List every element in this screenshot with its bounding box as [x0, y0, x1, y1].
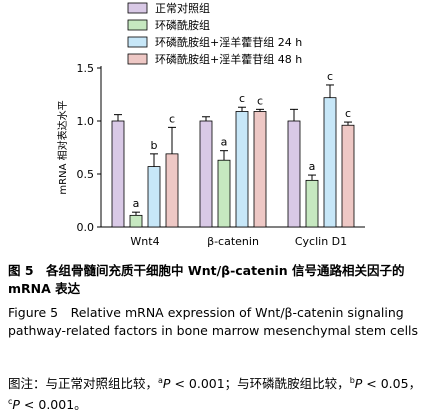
- note-b-p: P: [354, 376, 363, 392]
- significance-label-2-series-4: c: [257, 94, 263, 107]
- x-tick-label-3: Cyclin D1: [295, 235, 347, 248]
- significance-label-2-series-3: c: [239, 92, 245, 105]
- note-a-sup: a: [158, 376, 163, 385]
- significance-label-1-series-4: c: [169, 112, 175, 125]
- y-tick-label-2: 0.5: [77, 168, 95, 181]
- figure-caption-english: Figure 5 Relative mRNA expression of Wnt…: [8, 305, 419, 338]
- significance-label-1-series-2: a: [133, 197, 140, 210]
- note-c-p: P: [12, 397, 20, 413]
- bar-1-series-1: [111, 120, 125, 228]
- bar-3-series-2: [305, 179, 319, 228]
- y-tick-label-1: 0.0: [77, 221, 95, 234]
- legend-label-4: 环磷酰胺组+淫羊藿苷组 48 h: [155, 52, 302, 66]
- note-a-p: P: [162, 376, 171, 392]
- bar-2-series-4: [253, 111, 267, 228]
- bar-2-series-1: [199, 120, 213, 228]
- bar-2-series-3: [235, 111, 249, 228]
- significance-label-3-series-4: c: [345, 107, 351, 120]
- bar-2-series-2: [217, 159, 231, 228]
- legend-label-2: 环磷酰胺组: [155, 18, 210, 32]
- bar-1-series-3: [147, 166, 161, 228]
- significance-label-1-series-3: b: [151, 139, 158, 152]
- significance-label-3-series-2: a: [309, 160, 316, 173]
- bar-1-series-2: [129, 214, 143, 228]
- x-tick-label-1: Wnt4: [130, 235, 159, 248]
- note-a-text: < 0.001；与环磷酰胺组比较，: [170, 376, 350, 392]
- significance-label-2-series-2: a: [221, 136, 228, 149]
- y-axis-title: mRNA 相对表达水平: [56, 100, 69, 194]
- legend-label-1: 正常对照组: [155, 1, 210, 15]
- bar-3-series-1: [287, 120, 301, 228]
- y-tick-label-4: 1.5: [77, 62, 95, 75]
- legend-swatch-4: [127, 53, 148, 65]
- legend-label-3: 环磷酰胺组+淫羊藿苷组 24 h: [155, 35, 302, 49]
- note-c-text: < 0.001。: [19, 397, 87, 413]
- legend-swatch-3: [127, 36, 148, 48]
- bar-1-series-4: [165, 153, 179, 228]
- note-b-text: < 0.05，: [362, 376, 422, 392]
- figure-note: 图注：与正常对照组比较，aP < 0.001；与环磷酰胺组比较，bP < 0.0…: [8, 372, 422, 414]
- bar-3-series-3: [323, 97, 337, 228]
- figure-caption-chinese: 图 5 各组骨髓间充质干细胞中 Wnt/β-catenin 信号通路相关因子的 …: [8, 263, 405, 296]
- note-b-sup: b: [349, 376, 355, 385]
- legend-swatch-1: [127, 2, 148, 14]
- y-tick-label-3: 1.0: [77, 115, 95, 128]
- significance-label-3-series-3: c: [327, 70, 333, 83]
- legend-swatch-2: [127, 19, 148, 31]
- note-c-sup: c: [8, 397, 13, 407]
- bar-3-series-4: [341, 124, 355, 228]
- note-prefix: 图注：与正常对照组比较，: [8, 376, 159, 392]
- x-tick-label-2: β-catenin: [207, 235, 259, 248]
